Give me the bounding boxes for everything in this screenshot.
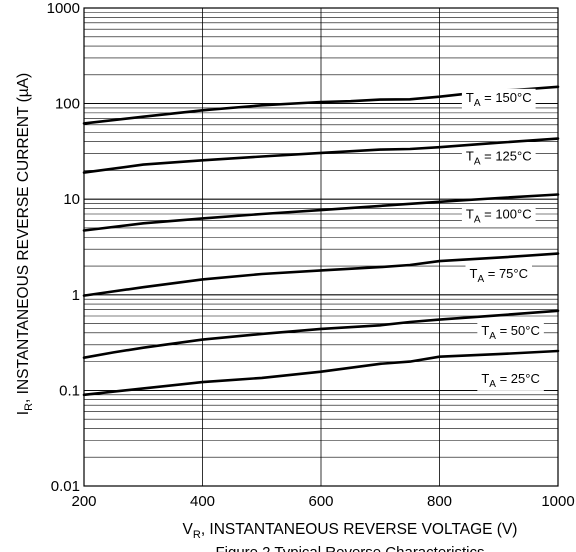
series-label-bg — [477, 321, 544, 343]
series-label-bg — [465, 265, 532, 287]
x-tick-labels: 200 400 600 800 1000 — [71, 493, 574, 510]
series-line-100c — [82, 193, 560, 232]
series-label: TA = 50°C — [481, 323, 539, 342]
series-line-25c — [82, 349, 560, 397]
series-label-group: TA = 50°C — [477, 321, 544, 343]
series-label-bg — [461, 88, 536, 110]
series-line-75c — [82, 252, 560, 297]
series-label-bg — [461, 147, 536, 169]
grid — [83, 7, 559, 487]
y-tick-label: 100 — [55, 96, 80, 113]
series-label-group: TA = 25°C — [477, 369, 544, 391]
y-tick-label: 1000 — [47, 0, 80, 17]
series-label-bg — [477, 369, 544, 391]
series-lines — [82, 85, 560, 397]
series-labels: TA = 150°C TA = 125°C TA = 100°C TA = 75°C T… — [461, 88, 544, 391]
x-tick-label: 1000 — [541, 493, 574, 510]
y-tick-labels: 1000 100 10 1 0.1 0.01 — [47, 0, 80, 495]
x-axis-title: VR, INSTANTANEOUS REVERSE VOLTAGE (V) — [183, 521, 518, 541]
series-label-group: TA = 75°C — [465, 265, 532, 287]
series-label: TA = 150°C — [466, 90, 532, 109]
y-tick-label: 0.01 — [51, 478, 80, 495]
series-label-group: TA = 100°C — [461, 205, 536, 227]
figure-caption: Figure 2 Typical Reverse Characteristics — [216, 544, 485, 552]
y-tick-label: 1 — [72, 287, 80, 304]
series-label-group: TA = 125°C — [461, 147, 536, 169]
x-tick-label: 200 — [71, 493, 96, 510]
plot-frame — [83, 7, 559, 487]
series-label: TA = 75°C — [470, 266, 529, 285]
y-axis-title: IR, INSTANTANEOUS REVERSE CURRENT (µA) — [15, 73, 35, 415]
x-tick-label: 800 — [427, 493, 452, 510]
x-tick-label: 400 — [190, 493, 215, 510]
x-tick-label: 600 — [308, 493, 333, 510]
series-label: TA = 125°C — [466, 148, 532, 167]
series-label: TA = 25°C — [481, 371, 539, 390]
y-tick-label: 0.1 — [59, 382, 80, 399]
series-label: TA = 100°C — [466, 207, 532, 226]
series-label-bg — [461, 205, 536, 227]
y-tick-label: 10 — [63, 191, 80, 208]
series-line-125c — [82, 137, 560, 174]
series-line-50c — [82, 309, 560, 360]
series-label-group: TA = 150°C — [461, 88, 536, 110]
